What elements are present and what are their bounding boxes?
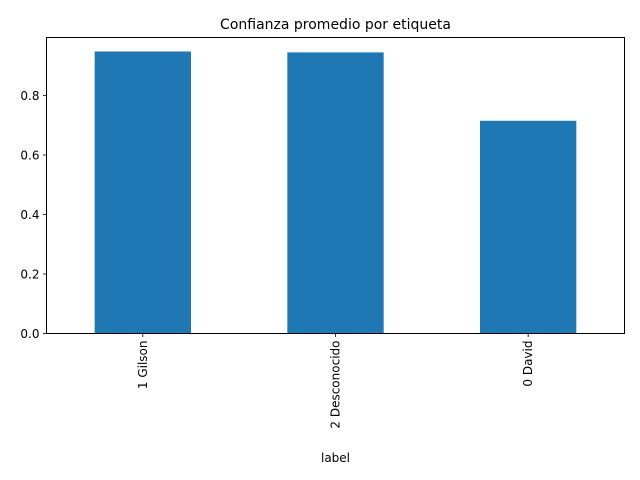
x-axis: 1 Gilson 2 Desconocido 0 David xyxy=(136,333,535,429)
bar-2 xyxy=(287,52,384,334)
bar-3 xyxy=(480,120,577,334)
x-tick-label: 0 David xyxy=(521,341,535,387)
y-tick-label: 0.2 xyxy=(20,268,39,282)
x-tick-label: 2 Desconocido xyxy=(329,341,343,429)
x-axis-label: label xyxy=(321,451,350,465)
x-tick-label: 1 Gilson xyxy=(136,341,150,390)
y-tick-label: 0.0 xyxy=(20,327,39,341)
chart-title: Confianza promedio por etiqueta xyxy=(220,17,451,33)
bar-1 xyxy=(94,51,191,334)
y-tick-label: 0.6 xyxy=(20,149,39,163)
plot-area xyxy=(94,51,577,334)
y-tick-label: 0.4 xyxy=(20,208,39,222)
y-tick-label: 0.8 xyxy=(20,89,39,103)
y-axis: 0.0 0.2 0.4 0.6 0.8 xyxy=(20,89,47,341)
